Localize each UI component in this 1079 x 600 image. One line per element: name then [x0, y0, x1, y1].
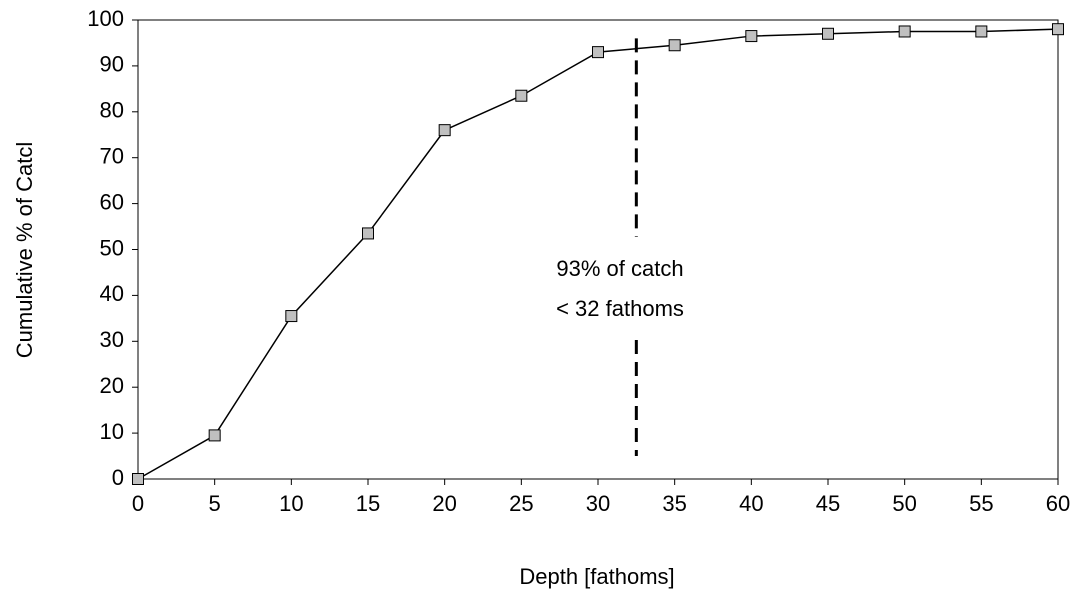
- marker: [515, 89, 528, 102]
- x-tick-label: 35: [662, 491, 686, 516]
- y-tick-label: 10: [100, 419, 124, 444]
- x-tick-label: 50: [892, 491, 916, 516]
- y-tick-label: 100: [87, 6, 124, 31]
- marker: [592, 46, 604, 59]
- x-tick-label: 40: [739, 491, 763, 516]
- y-axis-label: Cumulative % of Catcl: [12, 142, 37, 358]
- x-tick-label: 45: [816, 491, 840, 516]
- y-tick-label: 30: [100, 327, 124, 352]
- marker: [438, 124, 451, 137]
- marker: [362, 227, 374, 240]
- x-tick-label: 0: [132, 491, 144, 516]
- x-tick-label: 15: [356, 491, 380, 516]
- series-line: [137, 28, 1059, 480]
- y-tick-label: 70: [100, 144, 124, 169]
- x-tick-label: 10: [279, 491, 303, 516]
- x-tick-label: 60: [1046, 491, 1070, 516]
- y-tick-label: 90: [100, 52, 124, 77]
- marker: [285, 310, 298, 323]
- x-tick-label: 30: [586, 491, 610, 516]
- x-tick-label: 20: [432, 491, 456, 516]
- annotation: < 32 fathoms: [556, 296, 684, 321]
- marker: [132, 473, 144, 485]
- marker: [822, 27, 834, 40]
- marker: [208, 429, 221, 442]
- x-tick-label: 5: [209, 491, 221, 516]
- marker: [668, 39, 681, 52]
- x-tick-label: 55: [969, 491, 993, 516]
- marker: [898, 25, 911, 38]
- annotation: 93% of catch: [556, 256, 683, 281]
- marker: [1052, 23, 1064, 36]
- y-tick-label: 60: [100, 189, 124, 214]
- marker: [745, 30, 758, 43]
- y-tick-label: 40: [100, 281, 124, 306]
- marker: [975, 25, 988, 38]
- y-tick-label: 0: [112, 465, 124, 490]
- x-tick-label: 25: [509, 491, 533, 516]
- x-axis-label: Depth [fathoms]: [519, 564, 674, 589]
- y-tick-label: 20: [100, 373, 124, 398]
- y-tick-label: 80: [100, 98, 124, 123]
- y-tick-label: 50: [100, 235, 124, 260]
- plot-frame: [137, 19, 1059, 480]
